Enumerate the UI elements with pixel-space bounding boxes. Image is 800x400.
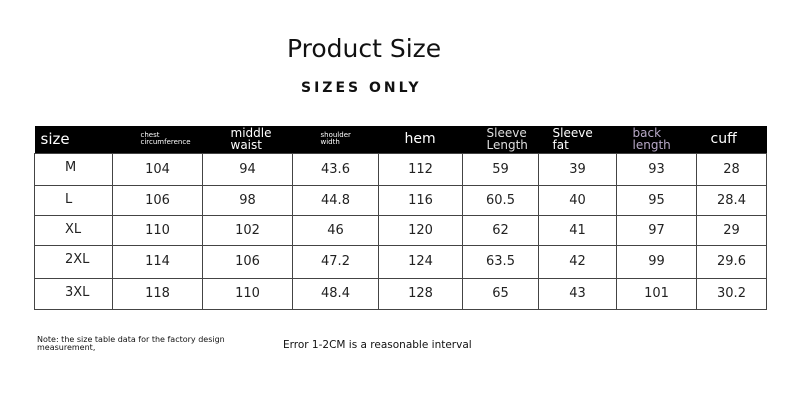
size-cell: 3XL [34, 277, 113, 310]
value-cell: 124 [378, 244, 463, 279]
value-cell: 102 [202, 214, 293, 246]
error-note: Error 1-2CM is a reasonable interval [283, 339, 472, 351]
value-cell: 41 [538, 214, 617, 246]
value-cell: 106 [202, 244, 293, 279]
value-cell: 59 [462, 152, 539, 186]
value-cell: 60.5 [462, 184, 539, 216]
value-cell: 116 [378, 184, 463, 216]
table-row: L 106 98 44.8 116 60.5 40 95 28.4 [34, 184, 767, 216]
value-cell: 28.4 [696, 184, 767, 216]
value-cell: 114 [112, 244, 203, 279]
value-cell: 95 [616, 184, 697, 216]
value-cell: 101 [616, 277, 697, 310]
value-cell: 28 [696, 152, 767, 186]
table-row: XL 110 102 46 120 62 41 97 29 [34, 214, 767, 246]
value-cell: 39 [538, 152, 617, 186]
header-cuff: cuff [696, 126, 767, 153]
header-chest: chest circumference [112, 126, 203, 153]
value-cell: 40 [538, 184, 617, 216]
header-size: size [34, 126, 113, 153]
size-cell: XL [34, 214, 113, 246]
value-cell: 106 [112, 184, 203, 216]
value-cell: 62 [462, 214, 539, 246]
value-cell: 48.4 [292, 277, 379, 310]
value-cell: 99 [616, 244, 697, 279]
page-title: Product Size [287, 34, 442, 63]
value-cell: 43 [538, 277, 617, 310]
value-cell: 93 [616, 152, 697, 186]
value-cell: 46 [292, 214, 379, 246]
value-cell: 120 [378, 214, 463, 246]
value-cell: 128 [378, 277, 463, 310]
value-cell: 47.2 [292, 244, 379, 279]
table-row: 3XL 118 110 48.4 128 65 43 101 30.2 [34, 277, 767, 310]
note-text: Note: the size table data for the factor… [37, 335, 225, 352]
table-row: 2XL 114 106 47.2 124 63.5 42 99 29.6 [34, 244, 767, 279]
value-cell: 110 [112, 214, 203, 246]
subtitle: SIZES ONLY [301, 80, 422, 96]
value-cell: 118 [112, 277, 203, 310]
header-waist: middle waist [202, 126, 293, 153]
value-cell: 63.5 [462, 244, 539, 279]
value-cell: 30.2 [696, 277, 767, 310]
value-cell: 110 [202, 277, 293, 310]
header-sleeve-length: Sleeve Length [462, 126, 539, 153]
value-cell: 94 [202, 152, 293, 186]
size-cell: 2XL [34, 244, 113, 279]
header-hem: hem [378, 126, 463, 153]
value-cell: 29.6 [696, 244, 767, 279]
value-cell: 43.6 [292, 152, 379, 186]
value-cell: 98 [202, 184, 293, 216]
header-shoulder: shoulder width [292, 126, 379, 153]
table-header: size chest circumference middle waist sh… [34, 126, 767, 153]
value-cell: 97 [616, 214, 697, 246]
size-table: size chest circumference middle waist sh… [34, 126, 767, 310]
value-cell: 44.8 [292, 184, 379, 216]
table-row: M 104 94 43.6 112 59 39 93 28 [34, 152, 767, 186]
size-cell: M [34, 152, 113, 186]
value-cell: 42 [538, 244, 617, 279]
header-sleeve-fat: Sleeve fat [538, 126, 617, 153]
value-cell: 112 [378, 152, 463, 186]
header-back-length: back length [616, 126, 697, 153]
value-cell: 65 [462, 277, 539, 310]
value-cell: 104 [112, 152, 203, 186]
value-cell: 29 [696, 214, 767, 246]
size-cell: L [34, 184, 113, 216]
